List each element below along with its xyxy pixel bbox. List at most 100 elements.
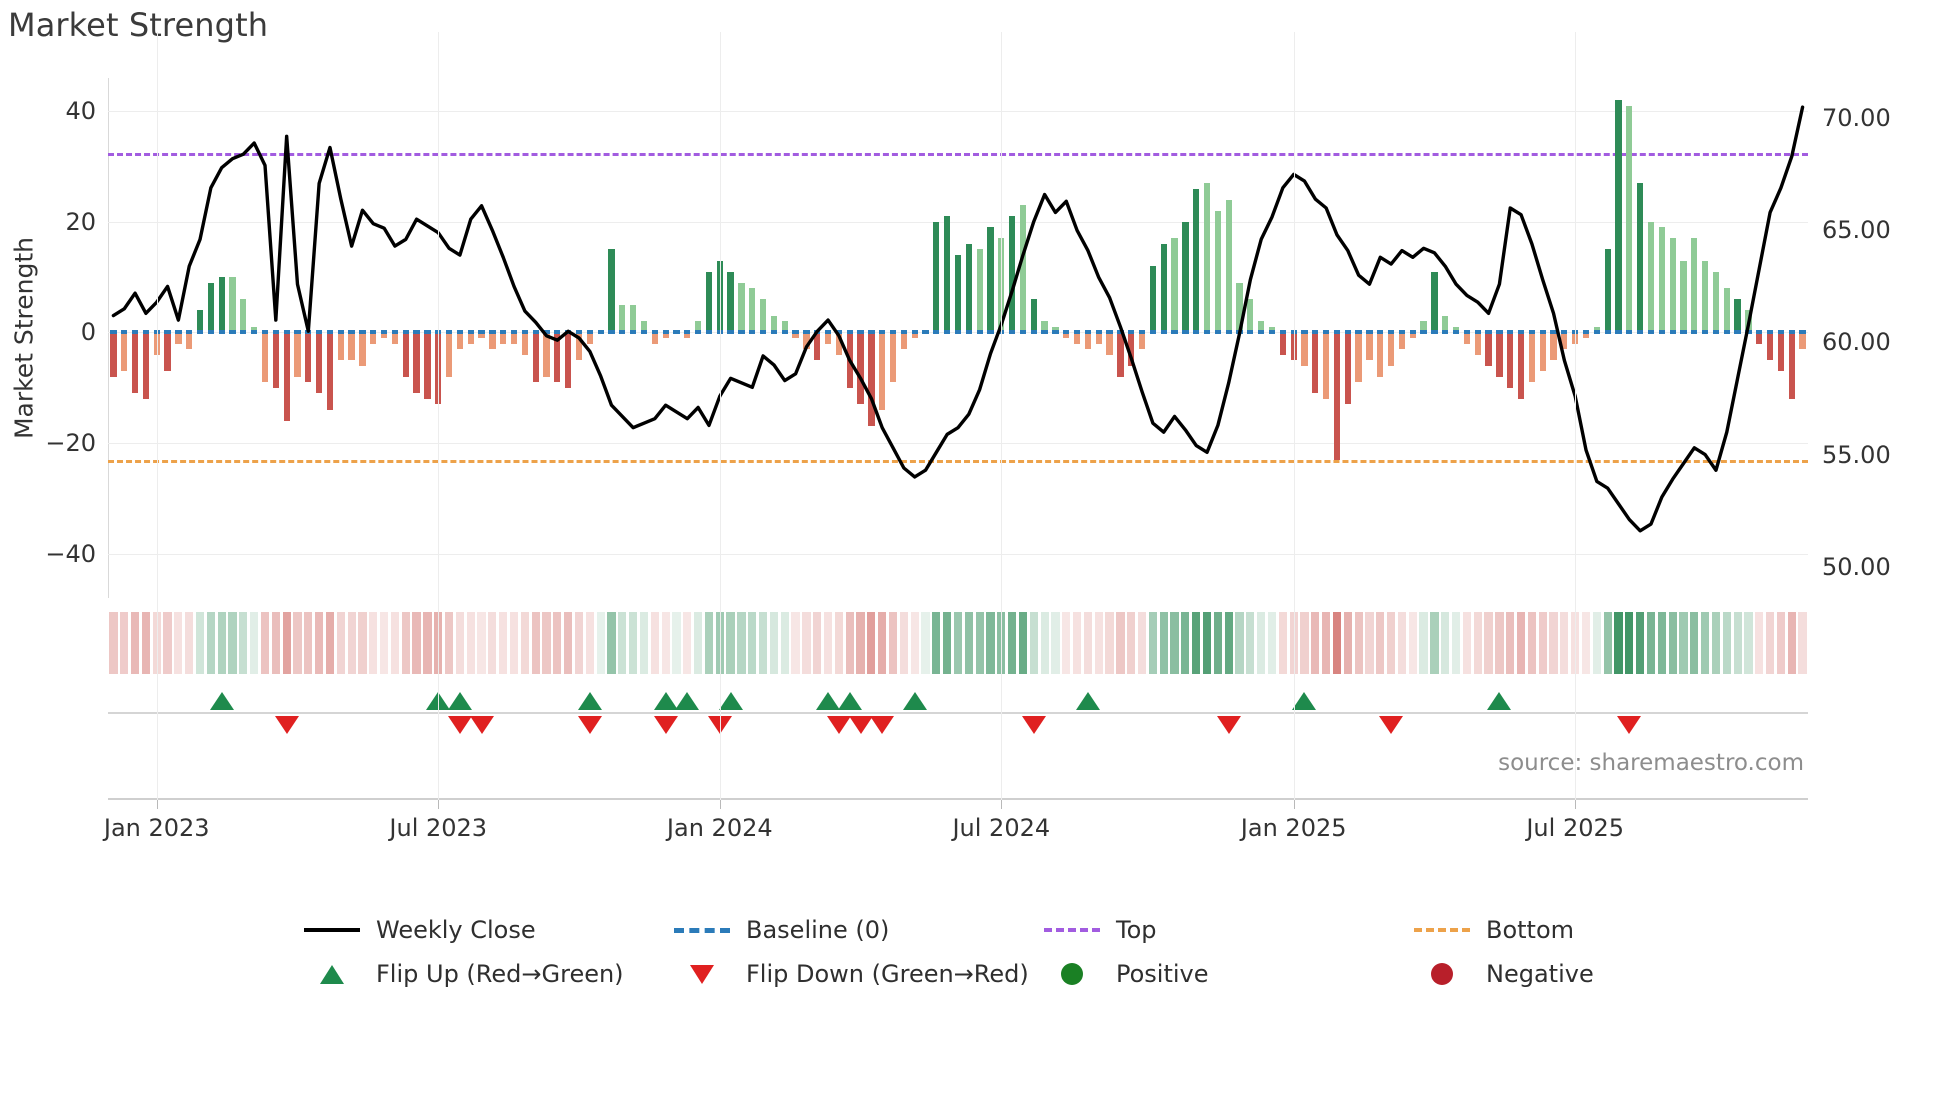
heat-cell xyxy=(899,612,908,674)
heat-cell xyxy=(423,612,432,674)
baseline-segment xyxy=(1658,330,1665,335)
heat-cell xyxy=(1690,612,1699,674)
bar xyxy=(1517,332,1525,399)
heat-cell xyxy=(1538,612,1547,674)
baseline-segment xyxy=(846,330,853,335)
bar xyxy=(1647,221,1655,333)
bar xyxy=(1572,332,1579,344)
triangle-up-icon xyxy=(304,964,360,984)
legend-item[interactable]: Bottom xyxy=(1414,916,1744,944)
baseline-segment xyxy=(1160,330,1167,335)
bar xyxy=(749,288,756,333)
heat-cell xyxy=(1787,612,1796,674)
dashed-line-swatch-icon xyxy=(674,927,730,933)
heat-cell xyxy=(206,612,215,674)
x-tick-mark xyxy=(719,800,721,809)
baseline-segment xyxy=(608,330,615,335)
baseline-segment xyxy=(326,330,334,335)
bottom-threshold-line xyxy=(108,459,1808,463)
legend-item[interactable]: Positive xyxy=(1044,960,1414,988)
flip-up-marker xyxy=(837,692,862,710)
legend-item[interactable]: Weekly Close xyxy=(304,916,674,944)
baseline-segment xyxy=(727,330,734,335)
heat-cell xyxy=(813,612,822,674)
heat-cell xyxy=(1516,612,1526,674)
bar xyxy=(1442,315,1449,333)
heat-cell xyxy=(1441,612,1450,674)
heat-cell xyxy=(185,612,194,674)
baseline-segment xyxy=(391,330,399,335)
baseline-segment xyxy=(1387,330,1395,335)
bar xyxy=(868,332,875,427)
baseline-segment xyxy=(153,330,160,335)
main-plot-area: 40 20 0 −20 −40 70.00 65.00 60.00 55.00 50.00 Ma… xyxy=(10,78,1891,598)
heat-cell xyxy=(1018,612,1028,674)
heat-cell xyxy=(1484,612,1493,674)
baseline-segment xyxy=(673,330,680,335)
legend-item[interactable]: Baseline (0) xyxy=(674,916,1044,944)
swatch-glyph xyxy=(674,927,730,933)
x-tick-mark xyxy=(1001,800,1003,809)
bar xyxy=(131,332,139,394)
heat-cell xyxy=(1679,612,1688,674)
heat-cell xyxy=(791,612,800,674)
heat-cell xyxy=(1408,612,1417,674)
bar xyxy=(1723,288,1730,333)
baseline-segment xyxy=(554,330,561,335)
baseline-segment xyxy=(1528,330,1535,335)
swatch-glyph xyxy=(1414,928,1470,932)
left-tick-label: 40 xyxy=(65,97,96,126)
legend-item[interactable]: Negative xyxy=(1414,960,1744,988)
heat-cell xyxy=(1278,612,1287,674)
baseline-segment xyxy=(532,330,539,335)
heat-cell xyxy=(466,612,475,674)
flip-down-marker xyxy=(1617,716,1642,734)
bar xyxy=(1669,238,1676,333)
heat-cell xyxy=(748,612,757,674)
heat-cell xyxy=(1560,612,1569,674)
bar xyxy=(619,304,626,333)
heat-cell xyxy=(672,612,681,674)
bar xyxy=(413,332,420,394)
heat-cell xyxy=(629,612,638,674)
bar xyxy=(976,249,983,333)
baseline-segment xyxy=(1766,330,1774,335)
baseline-segment xyxy=(1301,330,1308,335)
baseline-segment xyxy=(1063,330,1070,335)
bar xyxy=(954,255,962,333)
baseline-segment xyxy=(229,330,236,335)
baseline-segment xyxy=(1268,330,1276,335)
legend-item[interactable]: Flip Up (Red→Green) xyxy=(304,960,674,988)
bar xyxy=(532,332,539,383)
bar xyxy=(1593,326,1600,333)
legend-item[interactable]: Flip Down (Green→Red) xyxy=(674,960,1044,988)
baseline-segment xyxy=(1149,330,1157,335)
heat-cell xyxy=(195,612,205,674)
baseline-segment xyxy=(489,330,496,335)
right-tick-label: 60.00 xyxy=(1822,328,1891,357)
baseline-segment xyxy=(1539,330,1546,335)
baseline-segment xyxy=(1290,330,1297,335)
heat-cell xyxy=(553,612,562,674)
x-tick-mark xyxy=(156,800,158,809)
bar xyxy=(1626,105,1633,333)
heat-cell xyxy=(271,612,280,674)
baseline-segment xyxy=(1777,330,1785,335)
baseline-segment xyxy=(1009,330,1016,335)
heat-cell xyxy=(921,612,930,674)
baseline-segment xyxy=(1723,330,1730,335)
bar xyxy=(402,332,409,377)
bar xyxy=(1799,332,1806,350)
heat-cell xyxy=(607,612,616,674)
baseline-segment xyxy=(348,330,355,335)
baseline-segment xyxy=(1561,330,1568,335)
heat-cell xyxy=(737,612,746,674)
bar xyxy=(1171,238,1178,333)
y-axis-spine xyxy=(108,78,109,598)
heat-cell xyxy=(130,612,140,674)
legend-item[interactable]: Top xyxy=(1044,916,1414,944)
bar xyxy=(424,332,431,399)
bar xyxy=(1182,221,1189,333)
baseline-segment xyxy=(770,330,778,335)
bar xyxy=(1637,183,1644,333)
